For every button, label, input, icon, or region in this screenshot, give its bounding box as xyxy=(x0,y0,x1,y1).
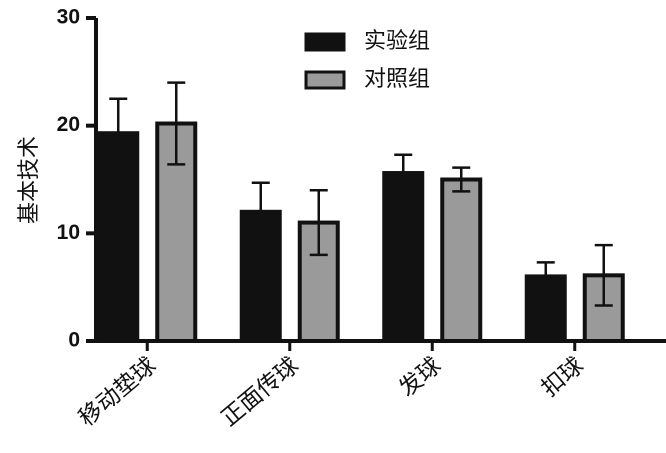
y-tick-label: 10 xyxy=(57,221,80,244)
x-tick-label: 扣球 xyxy=(537,353,589,402)
x-tick-label: 移动垫球 xyxy=(74,353,161,432)
bar xyxy=(440,177,483,343)
y-tick-label: 0 xyxy=(68,329,80,352)
legend-label: 对照组 xyxy=(364,67,430,92)
legend-swatch xyxy=(304,70,346,90)
y-axis-label: 基本技术 xyxy=(17,136,42,224)
legend-swatch xyxy=(304,32,346,52)
y-tick-label: 30 xyxy=(57,6,80,29)
x-tick-label: 正面传球 xyxy=(217,353,304,432)
legend-label: 实验组 xyxy=(364,29,430,54)
x-tick-label: 发球 xyxy=(394,353,446,402)
bar xyxy=(239,209,282,343)
y-tick-label: 20 xyxy=(57,113,80,136)
bar xyxy=(382,171,425,343)
